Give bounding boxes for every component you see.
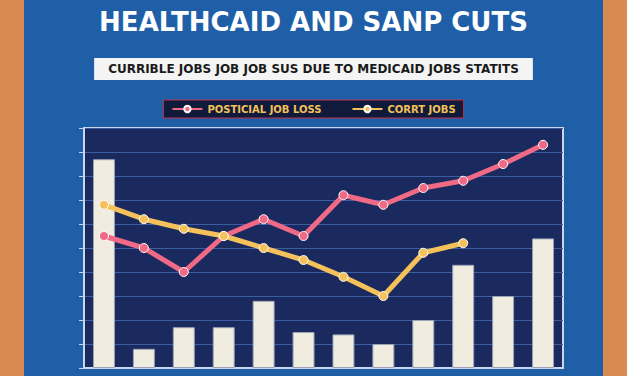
svg-text:CORRT JOBS: CORRT JOBS [387,104,455,115]
svg-text:CURRIBLE JOBS JOB JOB SUS DUE: CURRIBLE JOBS JOB JOB SUS DUE TO MEDICAI… [108,62,519,76]
svg-text:HEALTHCAID AND SANP CUTS: HEALTHCAID AND SANP CUTS [99,7,528,37]
svg-text:POSTICIAL JOB LOSS: POSTICIAL JOB LOSS [207,104,321,115]
